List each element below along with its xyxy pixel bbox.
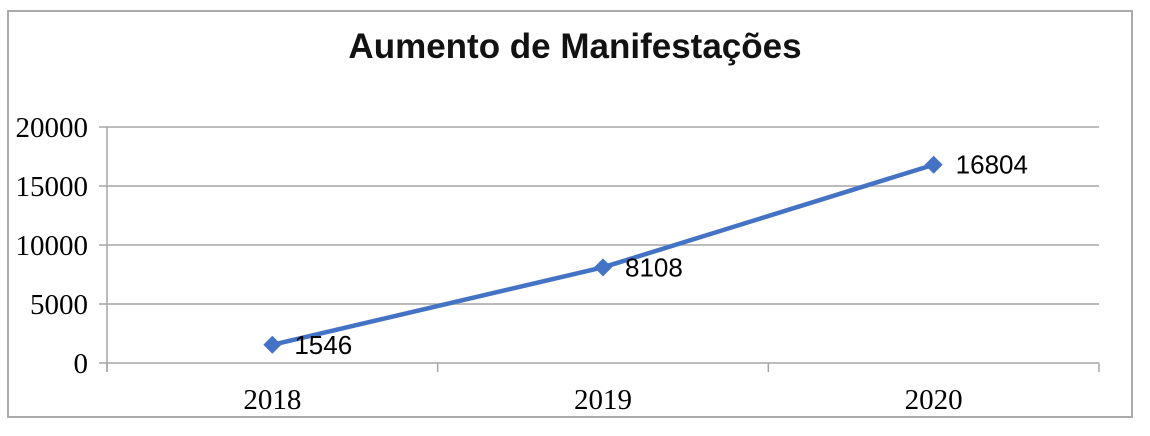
y-axis-tick-label: 20000 [16,112,89,144]
chart-title: Aumento de Manifestações [348,27,802,66]
data-point-label: 8108 [625,252,683,282]
x-axis-tick-label: 2020 [905,384,963,416]
y-axis-tick-label: 15000 [16,171,89,203]
data-point-label: 16804 [956,150,1028,180]
data-point-marker [263,335,282,354]
y-axis-tick-label: 0 [74,348,89,380]
chart-frame [7,10,1133,418]
y-axis-tick-label: 10000 [16,230,89,262]
data-point-label: 1546 [294,330,352,360]
data-point-marker [924,155,943,174]
x-axis-tick-label: 2018 [243,384,301,416]
x-axis-tick-label: 2019 [574,384,632,416]
data-point-marker [594,258,612,277]
series-line [270,162,936,348]
y-axis-tick-label: 5000 [30,289,88,321]
